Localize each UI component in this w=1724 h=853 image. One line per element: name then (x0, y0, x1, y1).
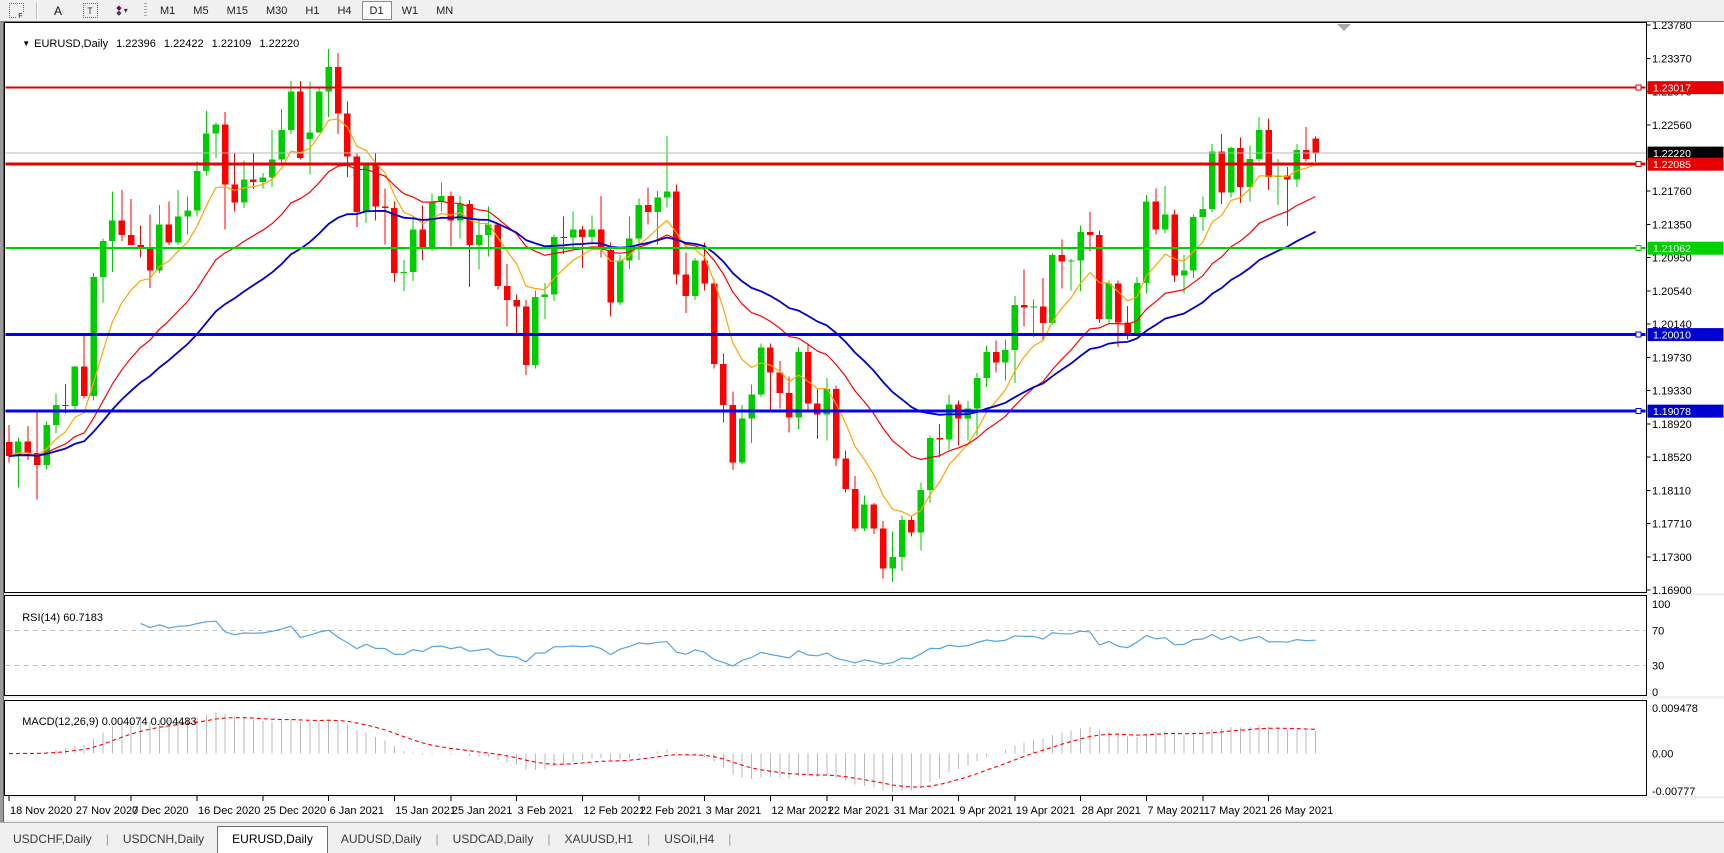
text-tool-button[interactable]: A (43, 1, 73, 20)
svg-text:7 Dec 2020: 7 Dec 2020 (132, 805, 188, 817)
svg-text:1.18920: 1.18920 (1652, 419, 1692, 431)
svg-text:31 Mar 2021: 31 Mar 2021 (894, 805, 956, 817)
svg-text:12 Mar 2021: 12 Mar 2021 (771, 805, 833, 817)
crosshair-tool-button[interactable]: F (1, 1, 31, 20)
svg-text:1.21760: 1.21760 (1652, 186, 1692, 198)
svg-text:1.23780: 1.23780 (1652, 22, 1692, 32)
svg-text:3 Feb 2021: 3 Feb 2021 (518, 805, 574, 817)
svg-text:1.22085: 1.22085 (1653, 159, 1691, 171)
svg-text:1.18110: 1.18110 (1652, 486, 1691, 498)
arrows-icon: ◆◆ (116, 6, 121, 16)
svg-text:19 Apr 2021: 19 Apr 2021 (1016, 805, 1075, 817)
toolbar-drag-handle[interactable] (144, 3, 147, 18)
toolbar-separator (36, 2, 38, 19)
timeframe-button-mn[interactable]: MN (428, 1, 461, 20)
svg-text:1.21350: 1.21350 (1652, 220, 1692, 232)
svg-text:1.20540: 1.20540 (1652, 286, 1692, 298)
svg-text:9 Apr 2021: 9 Apr 2021 (959, 805, 1012, 817)
svg-text:1.22560: 1.22560 (1652, 120, 1692, 132)
label-tool-icon: T (83, 3, 98, 18)
arrows-tool-button[interactable]: ◆◆ ▾ (107, 1, 137, 20)
tab-usdcad-daily[interactable]: USDCAD,Daily (440, 828, 547, 852)
tab-audusd-daily[interactable]: AUDUSD,Daily (328, 828, 435, 852)
timeframe-button-m15[interactable]: M15 (219, 1, 256, 20)
svg-text:1.17300: 1.17300 (1652, 552, 1692, 564)
timeframe-button-m1[interactable]: M1 (152, 1, 183, 20)
svg-text:30: 30 (1652, 661, 1664, 673)
chevron-down-icon: ▾ (124, 6, 128, 15)
svg-text:12 Feb 2021: 12 Feb 2021 (583, 805, 645, 817)
svg-text:1.23370: 1.23370 (1652, 54, 1692, 66)
timeframe-button-d1[interactable]: D1 (362, 1, 392, 20)
tab-xauusd-h1[interactable]: XAUUSD,H1 (551, 828, 646, 852)
svg-text:18 Nov 2020: 18 Nov 2020 (10, 805, 72, 817)
svg-text:25 Dec 2020: 25 Dec 2020 (264, 805, 326, 817)
svg-text:22 Mar 2021: 22 Mar 2021 (828, 805, 890, 817)
svg-text:-0.00777: -0.00777 (1652, 786, 1695, 798)
crosshair-icon: F (9, 3, 24, 18)
svg-text:0: 0 (1652, 687, 1658, 699)
svg-text:25 Jan 2021: 25 Jan 2021 (452, 805, 513, 817)
chart-canvas[interactable]: 1.237801.233701.229701.225601.221501.217… (0, 22, 1724, 822)
svg-text:27 Nov 2020: 27 Nov 2020 (76, 805, 138, 817)
svg-text:1.18520: 1.18520 (1652, 452, 1692, 464)
svg-text:17 May 2021: 17 May 2021 (1204, 805, 1268, 817)
svg-text:0.00: 0.00 (1652, 749, 1673, 761)
svg-text:26 May 2021: 26 May 2021 (1270, 805, 1334, 817)
svg-text:15 Jan 2021: 15 Jan 2021 (395, 805, 456, 817)
tab-usdchf-daily[interactable]: USDCHF,Daily (0, 828, 105, 852)
svg-text:70: 70 (1652, 625, 1664, 637)
svg-text:28 Apr 2021: 28 Apr 2021 (1082, 805, 1141, 817)
svg-text:1.16900: 1.16900 (1652, 585, 1692, 597)
svg-text:16 Dec 2020: 16 Dec 2020 (198, 805, 260, 817)
svg-text:22 Feb 2021: 22 Feb 2021 (640, 805, 702, 817)
svg-text:7 May 2021: 7 May 2021 (1147, 805, 1204, 817)
timeframe-button-h1[interactable]: H1 (297, 1, 327, 20)
svg-text:6 Jan 2021: 6 Jan 2021 (330, 805, 384, 817)
timeframe-button-w1[interactable]: W1 (394, 1, 427, 20)
svg-text:1.21062: 1.21062 (1653, 243, 1691, 255)
tab-usdcnh-daily[interactable]: USDCNH,Daily (110, 828, 217, 852)
svg-text:1.19078: 1.19078 (1653, 406, 1691, 418)
svg-text:3 Mar 2021: 3 Mar 2021 (706, 805, 762, 817)
svg-text:0.009478: 0.009478 (1652, 703, 1698, 715)
svg-text:100: 100 (1652, 599, 1670, 611)
tab-usoil-h4[interactable]: USOil,H4 (651, 828, 727, 852)
label-tool-button[interactable]: T (75, 1, 105, 20)
tab-separator: | (727, 832, 732, 852)
text-tool-icon: A (54, 4, 62, 18)
svg-text:1.19330: 1.19330 (1652, 385, 1692, 397)
svg-text:1.19730: 1.19730 (1652, 353, 1692, 365)
svg-text:1.17710: 1.17710 (1652, 518, 1692, 530)
timeframe-button-m30[interactable]: M30 (258, 1, 295, 20)
tab-eurusd-daily[interactable]: EURUSD,Daily (217, 826, 328, 853)
svg-text:1.23017: 1.23017 (1653, 83, 1691, 95)
svg-text:1.20010: 1.20010 (1653, 330, 1691, 342)
chart-window[interactable]: 1.237801.233701.229701.225601.221501.217… (0, 22, 1724, 822)
timeframe-button-h4[interactable]: H4 (329, 1, 359, 20)
timeframe-button-m5[interactable]: M5 (185, 1, 216, 20)
